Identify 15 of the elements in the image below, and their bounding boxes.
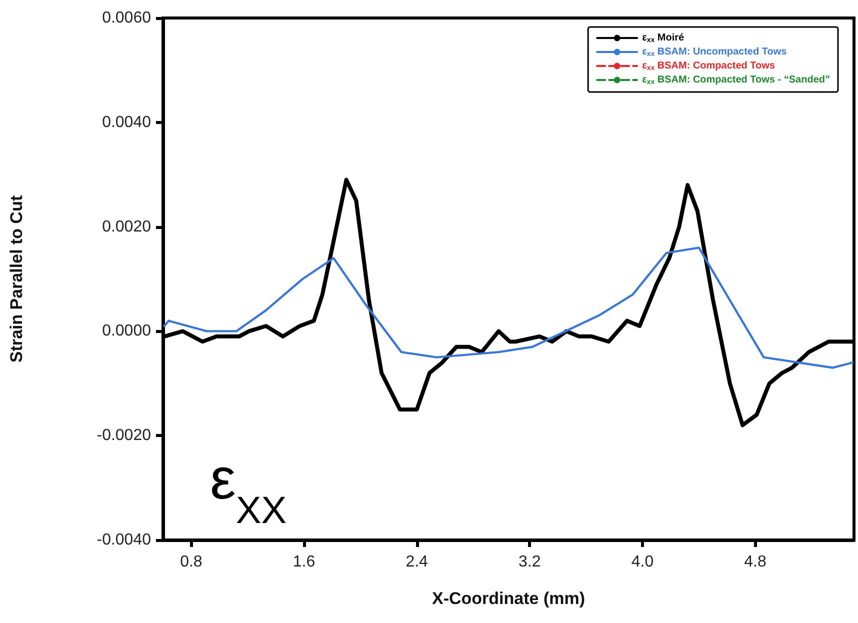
y-tick-label: -0.0040	[96, 532, 152, 548]
y-tick-label: 0.0020	[102, 218, 152, 236]
y-tick-label: 0.0040	[102, 114, 152, 131]
y-tick-label: 0.0060	[102, 10, 152, 26]
x-tick-label: 4.0	[631, 554, 654, 570]
x-tick-label: 2.4	[406, 554, 428, 570]
x-axis-title: X-Coordinate (mm)	[432, 589, 585, 608]
x-tick-label: 0.8	[180, 554, 202, 570]
y-tick-label: 0.0000	[102, 322, 152, 340]
x-tick-label: 3.2	[518, 554, 541, 570]
y-axis-title: Strain Parallel to Cut	[7, 195, 26, 363]
x-tick-label: 4.8	[744, 554, 767, 570]
y-tick-label: -0.0020	[96, 427, 152, 444]
x-tick-label: 1.6	[292, 554, 316, 570]
line-series	[163, 246, 854, 369]
